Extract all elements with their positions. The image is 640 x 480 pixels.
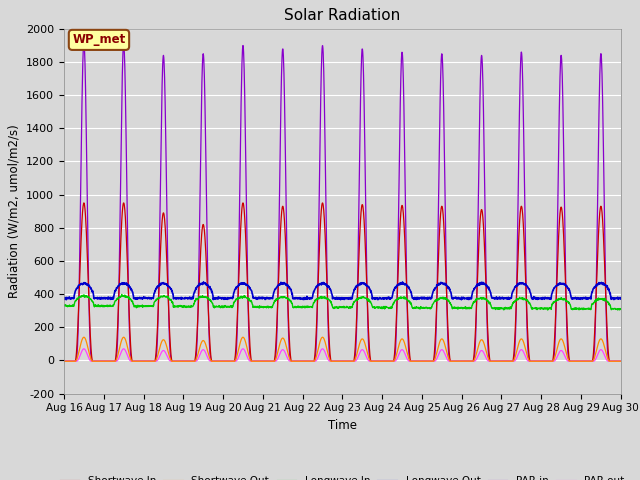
Longwave Out — [315, 282, 323, 288]
PAR in — [616, 359, 624, 364]
Shortwave In — [617, 359, 625, 364]
Title: Solar Radiation: Solar Radiation — [284, 9, 401, 24]
PAR out — [478, 348, 486, 353]
Longwave In — [617, 306, 625, 312]
Longwave Out — [617, 296, 625, 302]
PAR out — [314, 354, 322, 360]
Longwave Out — [60, 296, 68, 301]
PAR out — [616, 359, 624, 364]
Shortwave In — [550, 354, 557, 360]
Shortwave Out — [60, 359, 68, 364]
Shortwave Out — [550, 358, 557, 363]
Longwave Out — [62, 297, 70, 302]
Longwave In — [118, 291, 125, 297]
Longwave In — [566, 301, 573, 307]
PAR in — [566, 359, 573, 364]
Longwave In — [614, 307, 621, 313]
PAR out — [80, 346, 88, 352]
Text: WP_met: WP_met — [72, 34, 125, 47]
PAR out — [617, 359, 625, 364]
Line: Shortwave In: Shortwave In — [64, 203, 621, 361]
Line: Longwave In: Longwave In — [64, 294, 621, 310]
Shortwave In — [566, 357, 573, 363]
Longwave In — [478, 296, 486, 302]
Longwave In — [550, 299, 557, 305]
PAR in — [80, 39, 88, 45]
Longwave Out — [479, 280, 486, 286]
Longwave In — [373, 304, 381, 310]
Shortwave In — [478, 208, 486, 214]
Shortwave Out — [616, 359, 624, 364]
Shortwave Out — [314, 346, 322, 352]
Legend: Shortwave In, Shortwave Out, Longwave In, Longwave Out, PAR in, PAR out: Shortwave In, Shortwave Out, Longwave In… — [56, 472, 628, 480]
PAR out — [566, 359, 573, 364]
Line: Shortwave Out: Shortwave Out — [64, 337, 621, 361]
Longwave Out — [566, 288, 573, 294]
Longwave Out — [617, 295, 625, 300]
Shortwave Out — [617, 359, 625, 364]
PAR in — [617, 359, 625, 364]
Shortwave In — [314, 277, 322, 283]
PAR out — [550, 359, 557, 364]
Shortwave In — [373, 359, 381, 364]
Longwave In — [617, 306, 625, 312]
PAR in — [550, 358, 557, 363]
Shortwave In — [80, 200, 88, 206]
Longwave In — [60, 302, 68, 308]
Shortwave Out — [373, 359, 381, 364]
PAR out — [60, 359, 68, 364]
PAR in — [314, 260, 322, 265]
Shortwave Out — [478, 337, 486, 343]
Y-axis label: Radiation (W/m2, umol/m2/s): Radiation (W/m2, umol/m2/s) — [8, 124, 20, 298]
PAR in — [60, 359, 68, 364]
PAR in — [478, 57, 486, 62]
Shortwave In — [616, 359, 624, 364]
Longwave Out — [374, 295, 381, 300]
PAR in — [373, 359, 381, 364]
Shortwave In — [60, 359, 68, 364]
Line: PAR in: PAR in — [64, 42, 621, 361]
Shortwave Out — [80, 335, 88, 340]
Longwave Out — [550, 286, 557, 292]
Longwave Out — [200, 279, 207, 285]
Line: PAR out: PAR out — [64, 349, 621, 361]
Longwave In — [314, 295, 322, 301]
Shortwave Out — [566, 358, 573, 364]
Line: Longwave Out: Longwave Out — [64, 282, 621, 300]
PAR out — [373, 359, 381, 364]
X-axis label: Time: Time — [328, 419, 357, 432]
